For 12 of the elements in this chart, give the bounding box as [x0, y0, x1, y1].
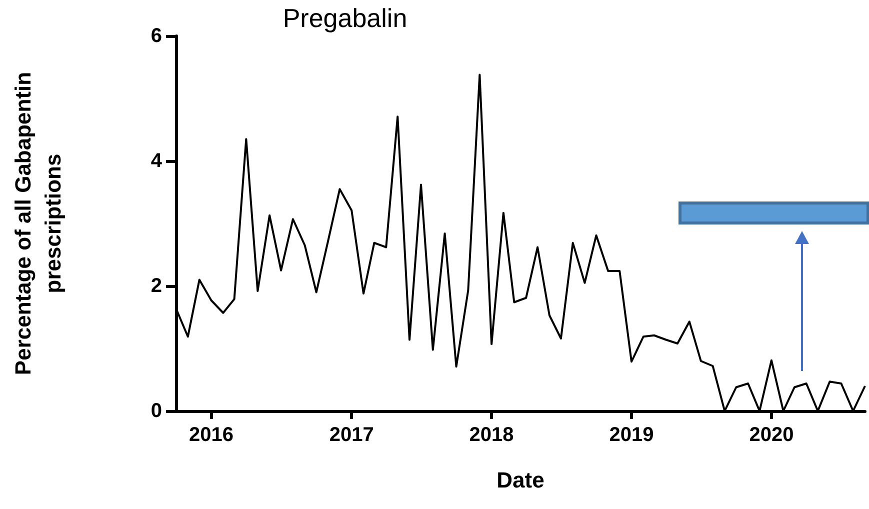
y-tick-label: 2 — [150, 275, 162, 297]
x-axis-title: Date — [496, 468, 544, 492]
y-tick-label: 0 — [150, 400, 162, 422]
y-axis-title: Percentage of all Gabapentin prescriptions — [10, 72, 66, 376]
x-tick-label: 2020 — [749, 424, 794, 446]
x-tick-label: 2016 — [189, 424, 234, 446]
x-tick-label: 2018 — [469, 424, 514, 446]
x-tick-label: 2017 — [329, 424, 374, 446]
y-tick-label: 6 — [150, 25, 162, 47]
chart-title: Pregabalin — [282, 3, 408, 33]
y-tick-label: 4 — [150, 150, 163, 172]
x-tick-label: 2019 — [609, 424, 654, 446]
